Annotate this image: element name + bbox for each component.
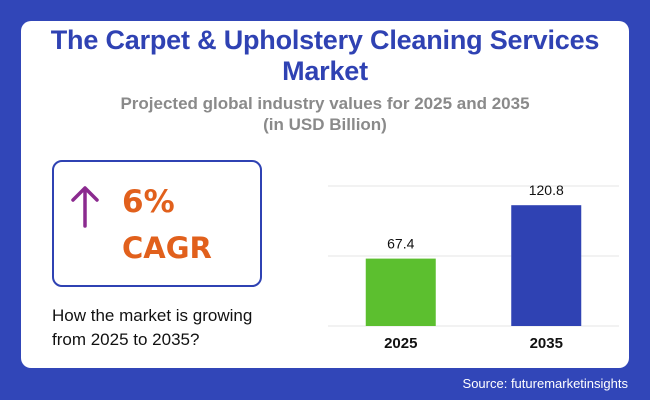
data-label: 67.4 — [387, 236, 414, 252]
bar — [365, 258, 436, 326]
arrow-up-icon — [71, 186, 99, 228]
cagr-label: CAGR — [122, 231, 212, 265]
data-label: 120.8 — [529, 182, 564, 198]
subtitle-line-1: Projected global industry values for 202… — [120, 94, 530, 113]
question-line-1: How the market is growing — [52, 306, 253, 325]
cagr-box: 6% CAGR — [52, 160, 262, 287]
cagr-value: 6% — [122, 184, 175, 220]
page-subtitle: Projected global industry values for 202… — [21, 93, 629, 135]
x-tick-label: 2025 — [384, 335, 417, 352]
bar — [511, 205, 582, 326]
source-note: Source: futuremarketinsights — [462, 376, 628, 391]
subtitle-line-2: (in USD Billion) — [263, 115, 387, 134]
question-line-2: from 2025 to 2035? — [52, 330, 200, 349]
x-tick-label: 2035 — [530, 335, 563, 352]
content-card: The Carpet & Upholstery Cleaning Service… — [21, 21, 629, 368]
bar-chart: 67.4 2025 120.8 2035 — [328, 182, 619, 352]
growth-question: How the market is growing from 2025 to 2… — [52, 304, 292, 352]
page-title: The Carpet & Upholstery Cleaning Service… — [50, 25, 600, 86]
